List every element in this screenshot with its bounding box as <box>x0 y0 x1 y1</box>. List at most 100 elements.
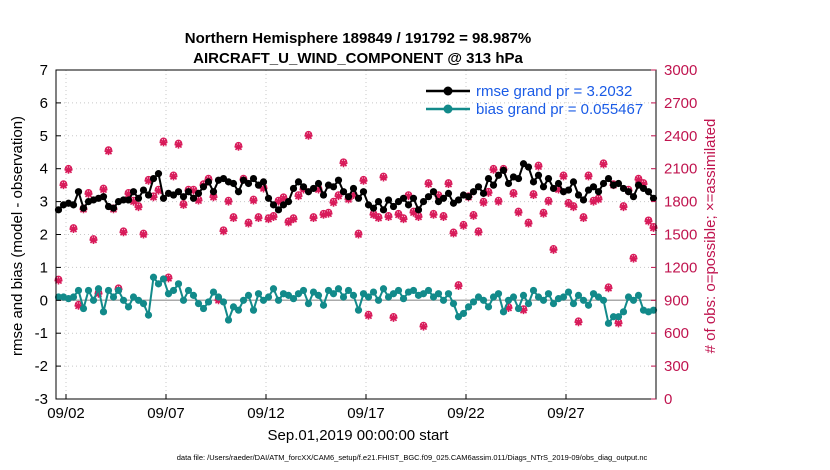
rmse-point <box>384 196 393 204</box>
rmse-point <box>574 191 583 199</box>
obs-possible-point <box>224 196 233 205</box>
bias-point <box>354 306 363 314</box>
bias-point <box>509 293 518 301</box>
rmse-point <box>274 206 283 214</box>
bias-point <box>254 290 263 298</box>
obs-possible-point <box>159 137 168 146</box>
rmse-point <box>599 179 608 188</box>
bias-point <box>339 293 348 301</box>
y2-tick-label: 1800 <box>664 194 697 211</box>
rmse-point <box>199 183 208 191</box>
obs-possible-point <box>469 210 478 219</box>
bias-point <box>54 293 63 301</box>
obs-possible-point <box>334 191 343 199</box>
obs-assimilated-point <box>64 165 73 174</box>
bias-point <box>174 280 183 288</box>
obs-assimilated-point <box>514 208 523 217</box>
rmse-point <box>134 194 143 202</box>
bias-point <box>189 291 198 299</box>
rmse-point <box>369 204 378 212</box>
obs-possible-point <box>384 212 393 220</box>
legend-rmse-label: rmse grand pr = 3.2032 <box>476 83 632 100</box>
obs-assimilated-point <box>194 196 203 205</box>
bias-point <box>264 293 273 301</box>
obs-assimilated-point <box>394 210 403 219</box>
obs-possible-point <box>234 141 243 150</box>
bias-point <box>549 299 558 308</box>
obs-possible-point <box>454 281 463 289</box>
rmse-point <box>144 191 153 199</box>
obs-assimilated-point <box>279 194 288 203</box>
x-tick-label: 09/07 <box>147 405 185 422</box>
rmse-point <box>309 184 318 193</box>
rmse-point <box>109 204 118 212</box>
obs-assimilated-point <box>339 159 348 168</box>
rmse-point <box>209 188 218 196</box>
rmse-point <box>484 174 493 183</box>
rmse-point <box>389 202 398 211</box>
bias-point <box>469 298 478 306</box>
y-axis-right: 0 300 600 900 1200 1500 1800 2100 2400 2700 3000 <box>651 62 697 408</box>
rmse-point <box>99 193 108 201</box>
legend-bias-marker <box>443 104 453 114</box>
obs-assimilated-point <box>509 189 518 198</box>
rmse-point <box>124 196 133 204</box>
obs-assimilated-point <box>174 140 183 149</box>
bias-point <box>484 303 493 311</box>
rmse-point <box>244 179 253 188</box>
bias-point <box>514 304 523 313</box>
y-tick-label: 2 <box>40 227 48 244</box>
obs-assimilated-point <box>504 303 513 312</box>
bias-point <box>524 299 533 308</box>
obs-assimilated-point <box>129 197 138 206</box>
rmse-point <box>74 188 83 196</box>
bias-point <box>634 291 643 299</box>
obs-possible-point <box>629 253 638 262</box>
obs-assimilated-point <box>134 203 143 212</box>
rmse-point <box>489 181 498 189</box>
y2-tick-label: 0 <box>664 391 672 408</box>
rmse-point <box>139 186 148 194</box>
rmse-point <box>289 184 298 193</box>
obs-assimilated-point <box>419 322 428 331</box>
bias-point <box>649 306 658 314</box>
obs-assimilated-point <box>474 228 483 237</box>
y2-tick-label: 300 <box>664 358 689 375</box>
obs-assimilated-point <box>444 180 453 189</box>
bias-point <box>234 306 243 314</box>
obs-possible-point <box>309 213 318 221</box>
rmse-point <box>569 178 578 186</box>
rmse-point <box>409 194 418 202</box>
rmse-point <box>189 194 198 202</box>
bias-point <box>539 296 548 304</box>
obs-assimilated-point <box>269 212 278 221</box>
rmse-point <box>629 193 638 201</box>
obs-assimilated-point <box>584 172 593 181</box>
obs-assimilated-point <box>634 175 643 184</box>
bias-point <box>94 285 103 293</box>
obs-possible-point <box>489 164 498 173</box>
rmse-point <box>644 188 653 196</box>
obs-possible-point <box>439 212 448 220</box>
rmse-point <box>604 174 613 183</box>
x-tick-label: 09/02 <box>47 405 85 422</box>
obs-assimilated-point <box>224 197 233 206</box>
obs-possible-point <box>139 229 148 238</box>
obs-assimilated-point <box>254 214 263 223</box>
obs-assimilated-point <box>459 221 468 230</box>
bias-point <box>319 301 328 309</box>
obs-assimilated-point <box>574 318 583 327</box>
rmse-point <box>579 196 588 204</box>
obs-assimilated-point <box>319 210 328 219</box>
rmse-point <box>269 201 278 209</box>
rmse-point <box>624 188 633 196</box>
rmse-point <box>429 188 438 196</box>
obs-possible-point <box>644 216 653 225</box>
legend-bias-label: bias grand pr = 0.055467 <box>476 101 643 118</box>
rmse-point <box>264 194 273 202</box>
bias-point <box>84 286 93 295</box>
rmse-point <box>149 174 158 183</box>
rmse-point <box>439 194 448 202</box>
obs-possible-point <box>104 146 113 154</box>
obs-assimilated-point <box>259 184 268 193</box>
